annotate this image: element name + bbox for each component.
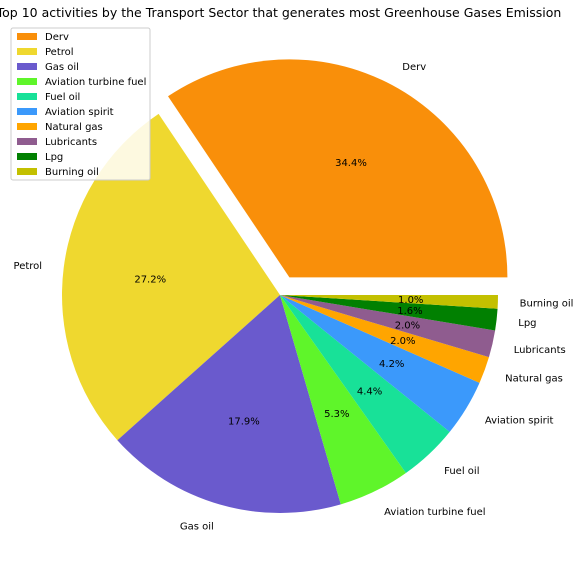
- legend-label-petrol: Petrol: [45, 47, 74, 58]
- slice-label-natural-gas: Natural gas: [505, 374, 563, 385]
- legend-swatch-lpg: [17, 153, 37, 160]
- legend-swatch-gas-oil: [17, 63, 37, 70]
- slice-lpg: [280, 295, 498, 331]
- slice-aviation-turbine-fuel: [280, 295, 406, 505]
- percent-labels: 34.4% 27.2% 17.9% 5.3% 4.4% 4.2% 2.0% 2.0% 1.6%1…: [134, 158, 423, 428]
- legend-swatch-natural-gas: [17, 123, 37, 130]
- percent-label-natural-gas: 2.0%: [390, 336, 415, 347]
- slice-label-lpg: Lpg: [518, 318, 536, 329]
- percent-label-gas-oil: 17.9%: [228, 417, 260, 428]
- legend-label-aviation-turbine-fuel: Aviation turbine fuel: [45, 77, 146, 88]
- slice-natural-gas: [280, 295, 489, 383]
- slice-label-gas-oil: Gas oil: [180, 521, 214, 532]
- slice-burning-oil: [280, 295, 498, 309]
- legend-swatch-aviation-spirit: [17, 108, 37, 115]
- slice-aviation-spirit: [280, 295, 480, 432]
- percent-label-aviation-turbine-fuel: 5.3%: [324, 409, 349, 420]
- legend-swatch-lubricants: [17, 138, 37, 145]
- slice-lubricants: [280, 295, 496, 358]
- slice-label-aviation-turbine-fuel: Aviation turbine fuel: [384, 507, 485, 518]
- slice-label-petrol: Petrol: [14, 261, 43, 272]
- chart-title: Top 10 activities by the Transport Secto…: [0, 5, 561, 20]
- slice-petrol: [61, 113, 280, 441]
- slice-label-lubricants: Lubricants: [514, 345, 566, 356]
- legend-label-gas-oil: Gas oil: [45, 62, 79, 73]
- slice-label-burning-oil: Burning oil: [520, 299, 574, 310]
- slice-label-derv: Derv: [402, 62, 426, 73]
- legend-swatch-petrol: [17, 48, 37, 55]
- slice-gas-oil: [117, 295, 341, 513]
- legend: Derv Petrol Gas oil Aviation turbine fuel Fu…: [10, 27, 151, 181]
- percent-label-petrol: 27.2%: [134, 275, 166, 286]
- slice-labels: Derv Petrol Gas oil Aviation turbine fuel Fu…: [14, 62, 574, 533]
- legend-label-burning-oil: Burning oil: [45, 167, 99, 178]
- legend-swatch-fuel-oil: [17, 93, 37, 100]
- slice-label-fuel-oil: Fuel oil: [444, 466, 479, 477]
- legend-label-lpg: Lpg: [45, 152, 63, 163]
- percent-label-lpg: 1.6%: [397, 306, 422, 317]
- slice-label-aviation-spirit: Aviation spirit: [485, 416, 554, 427]
- percent-label-derv: 34.4%: [335, 158, 367, 169]
- legend-frame: [10, 27, 151, 181]
- legend-swatch-aviation-turbine-fuel: [17, 78, 37, 85]
- legend-label-aviation-spirit: Aviation spirit: [45, 107, 114, 118]
- percent-label-fuel-oil: 4.4%: [357, 386, 382, 397]
- percent-label-lubricants: 2.0%: [395, 320, 420, 331]
- legend-swatch-derv: [17, 33, 37, 40]
- pie-slices: [61, 59, 508, 513]
- legend-label-derv: Derv: [45, 32, 69, 43]
- slice-fuel-oil: [280, 295, 450, 473]
- percent-label-aviation-spirit: 4.2%: [379, 359, 404, 370]
- legend-swatch-burning-oil: [17, 168, 37, 175]
- legend-label-lubricants: Lubricants: [45, 137, 97, 148]
- legend-label-fuel-oil: Fuel oil: [45, 92, 80, 103]
- percent-label-burning-oil: 1.0%: [398, 295, 423, 306]
- legend-label-natural-gas: Natural gas: [45, 122, 103, 133]
- slice-derv: [168, 59, 508, 278]
